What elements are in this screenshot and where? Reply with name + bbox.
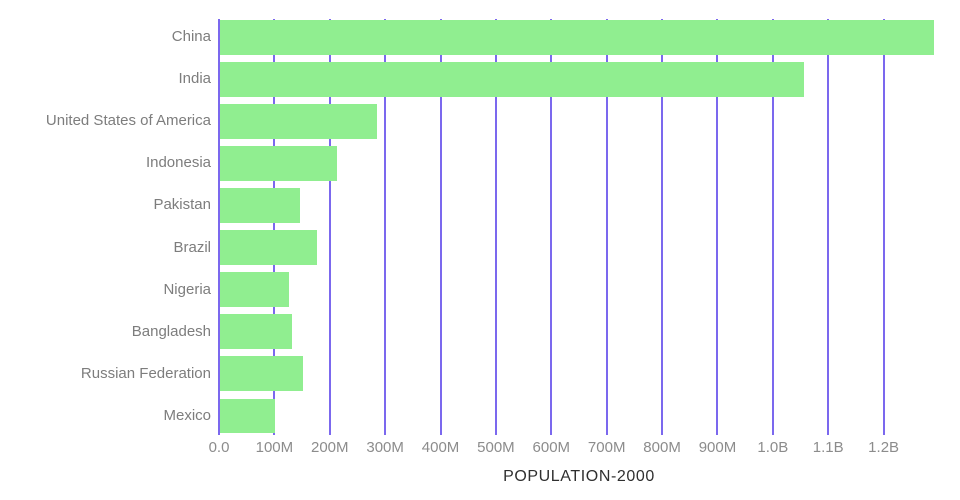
category-label-bangladesh: Bangladesh: [131, 322, 211, 340]
x-tick-label-500M: 500M: [477, 439, 515, 456]
category-label-russian-federation: Russian Federation: [80, 364, 211, 382]
gridline-700M: [605, 19, 608, 435]
category-label-brazil: Brazil: [173, 238, 211, 256]
category-label-nigeria: Nigeria: [163, 280, 211, 298]
x-tick-label-900M: 900M: [698, 439, 737, 456]
x-tick-label-1.1B: 1.1B: [812, 439, 844, 456]
gridline-1.2B: [882, 19, 885, 435]
category-label-china: China: [171, 28, 211, 46]
gridline-300M: [384, 19, 387, 435]
x-tick-label-300M: 300M: [366, 439, 404, 456]
bar-indonesia: [220, 146, 338, 181]
category-label-mexico: Mexico: [163, 406, 211, 424]
bar-india: [220, 62, 805, 97]
gridline-0.0: [218, 19, 220, 435]
bar-pakistan: [220, 188, 301, 223]
gridline-100M: [273, 19, 276, 435]
bar-china: [220, 20, 935, 55]
gridline-1.1B: [827, 19, 830, 435]
bar-nigeria: [220, 272, 290, 307]
x-axis-title: POPULATION-2000: [503, 468, 655, 485]
gridline-1.0B: [771, 19, 774, 435]
category-label-india: India: [178, 70, 211, 88]
bar-bangladesh: [220, 314, 292, 349]
gridline-500M: [494, 19, 497, 435]
plot-area: [218, 19, 939, 435]
gridline-900M: [716, 19, 719, 435]
category-label-pakistan: Pakistan: [153, 196, 211, 214]
gridline-600M: [550, 19, 553, 435]
x-tick-label-700M: 700M: [587, 439, 626, 456]
category-label-united-states-of-america: United States of America: [45, 112, 211, 130]
x-tick-label-0.0: 0.0: [208, 439, 230, 456]
x-tick-label-100M: 100M: [255, 439, 294, 456]
x-tick-label-1.2B: 1.2B: [868, 439, 900, 456]
x-tick-label-1.0B: 1.0B: [757, 439, 789, 456]
gridline-400M: [439, 19, 442, 435]
bar-united-states-of-america: [220, 104, 377, 139]
x-tick-label-400M: 400M: [421, 439, 460, 456]
bar-brazil: [220, 230, 318, 265]
x-tick-label-600M: 600M: [532, 439, 571, 456]
bar-russian-federation: [220, 356, 304, 391]
bar-mexico: [220, 398, 276, 434]
x-tick-label-200M: 200M: [311, 439, 349, 456]
gridline-200M: [328, 19, 331, 435]
category-label-indonesia: Indonesia: [145, 154, 211, 172]
x-tick-label-800M: 800M: [643, 439, 681, 456]
gridline-800M: [661, 19, 664, 435]
